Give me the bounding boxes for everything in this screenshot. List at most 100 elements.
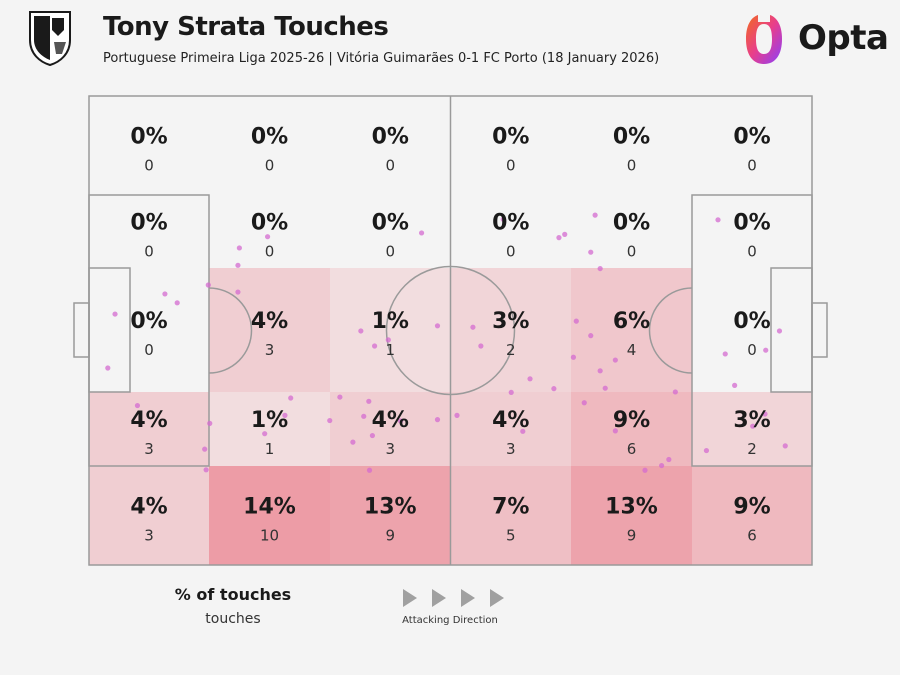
- zone-count-label: 0: [747, 157, 757, 175]
- touch-dot: [470, 324, 476, 330]
- zone-count-label: 3: [265, 341, 275, 359]
- touch-dot: [666, 456, 672, 463]
- touch-dot: [659, 462, 665, 469]
- right-penalty-arc: [648, 287, 693, 374]
- touch-dot: [418, 230, 425, 236]
- zone-percent-label: 13%: [364, 495, 417, 520]
- touch-dot: [722, 351, 728, 357]
- zone-count-label: 0: [144, 341, 154, 359]
- heatmap-zone: [330, 466, 451, 565]
- legend-title: % of touches: [174, 585, 292, 604]
- heatmap-zone: [692, 392, 812, 466]
- zone-count-label: 9: [627, 527, 637, 545]
- touch-dot: [366, 398, 372, 404]
- zone-percent-label: 0%: [733, 125, 770, 150]
- touch-dot: [715, 217, 721, 223]
- zone-percent-label: 0%: [613, 211, 650, 236]
- zone-percent-label: 0%: [130, 125, 167, 150]
- heatmap-zone: [330, 268, 451, 392]
- zone-percent-label: 13%: [605, 495, 658, 520]
- heatmap-zone: [692, 195, 812, 268]
- touch-dot: [581, 400, 587, 406]
- team-crest-icon: [29, 11, 71, 66]
- touch-dot: [235, 262, 241, 268]
- zone-count-label: 0: [506, 157, 516, 175]
- touch-dot: [588, 249, 594, 255]
- touch-dot: [366, 467, 373, 473]
- touch-dot: [235, 289, 241, 295]
- touch-dot: [434, 417, 441, 423]
- zone-percent-label: 0%: [372, 125, 409, 150]
- zone-count-label: 0: [385, 243, 395, 261]
- touch-dot: [551, 386, 557, 392]
- heatmap-zone: [450, 268, 571, 392]
- zone-percent-label: 7%: [492, 495, 529, 520]
- right-goal: [811, 302, 828, 358]
- touch-dot: [134, 402, 141, 409]
- zone-percent-label: 3%: [492, 309, 529, 334]
- touch-dot: [398, 418, 404, 424]
- heatmap-zone: [450, 195, 571, 268]
- heatmap-zone: [89, 96, 209, 195]
- heatmap-zone: [330, 195, 451, 268]
- zone-percent-label: 4%: [130, 495, 167, 520]
- heatmap-zone: [571, 392, 692, 466]
- touch-dots: [105, 212, 788, 473]
- zone-percent-label: 0%: [492, 125, 529, 150]
- touch-dot: [478, 343, 484, 349]
- zone-percent-label: 0%: [251, 211, 288, 236]
- touch-dot: [262, 431, 268, 437]
- touch-dot: [434, 323, 441, 329]
- zone-count-label: 0: [144, 243, 154, 261]
- touch-dot: [174, 300, 180, 306]
- touch-dot: [385, 337, 391, 343]
- heatmap-zone: [450, 96, 571, 195]
- touch-dot: [162, 291, 168, 297]
- touch-dot: [570, 354, 577, 360]
- heatmap-zone: [692, 96, 812, 195]
- heatmap-zone: [330, 96, 451, 195]
- zone-percent-label: 0%: [372, 211, 409, 236]
- heatmap-zone: [209, 268, 330, 392]
- heatmap-zone: [571, 268, 692, 392]
- zone-percent-label: 1%: [372, 309, 409, 334]
- zone-count-label: 0: [265, 157, 275, 175]
- touch-dot: [361, 413, 367, 419]
- page-subtitle: Portuguese Primeira Liga 2025-26 | Vitór…: [103, 51, 660, 66]
- touch-dot: [327, 417, 333, 424]
- zone-percent-label: 0%: [251, 125, 288, 150]
- touch-dot: [562, 231, 568, 237]
- heatmap-zone: [330, 392, 451, 466]
- zone-count-label: 3: [385, 440, 395, 458]
- zone-count-label: 0: [747, 243, 757, 261]
- page-title: Tony Strata Touches: [103, 12, 389, 42]
- touch-dot: [527, 376, 533, 382]
- zone-percent-label: 9%: [613, 408, 650, 433]
- zone-count-label: 0: [627, 157, 637, 175]
- pitch-markings: [73, 95, 828, 566]
- zone-count-label: 3: [144, 527, 154, 545]
- heatmap-zone: [89, 268, 209, 392]
- zone-count-label: 0: [385, 157, 395, 175]
- touch-dot: [282, 412, 288, 418]
- touch-dot: [500, 216, 506, 222]
- touch-dot: [573, 318, 579, 324]
- touch-dot: [602, 385, 608, 391]
- zone-percent-label: 4%: [492, 408, 529, 433]
- touch-dot: [597, 368, 603, 374]
- touch-dot: [454, 412, 460, 418]
- touch-dot: [556, 235, 562, 241]
- zone-percent-label: 3%: [733, 408, 770, 433]
- zone-count-label: 3: [144, 440, 154, 458]
- touch-dot: [612, 357, 618, 363]
- heatmap-zone: [209, 392, 330, 466]
- heatmap-zone: [450, 466, 571, 565]
- touch-dot: [732, 382, 738, 388]
- touch-dot: [588, 333, 594, 339]
- zone-count-label: 6: [747, 527, 757, 545]
- heatmap-zone: [571, 96, 692, 195]
- touch-dot: [236, 245, 242, 251]
- zone-count-label: 3: [506, 440, 516, 458]
- heatmap-zone: [692, 268, 812, 392]
